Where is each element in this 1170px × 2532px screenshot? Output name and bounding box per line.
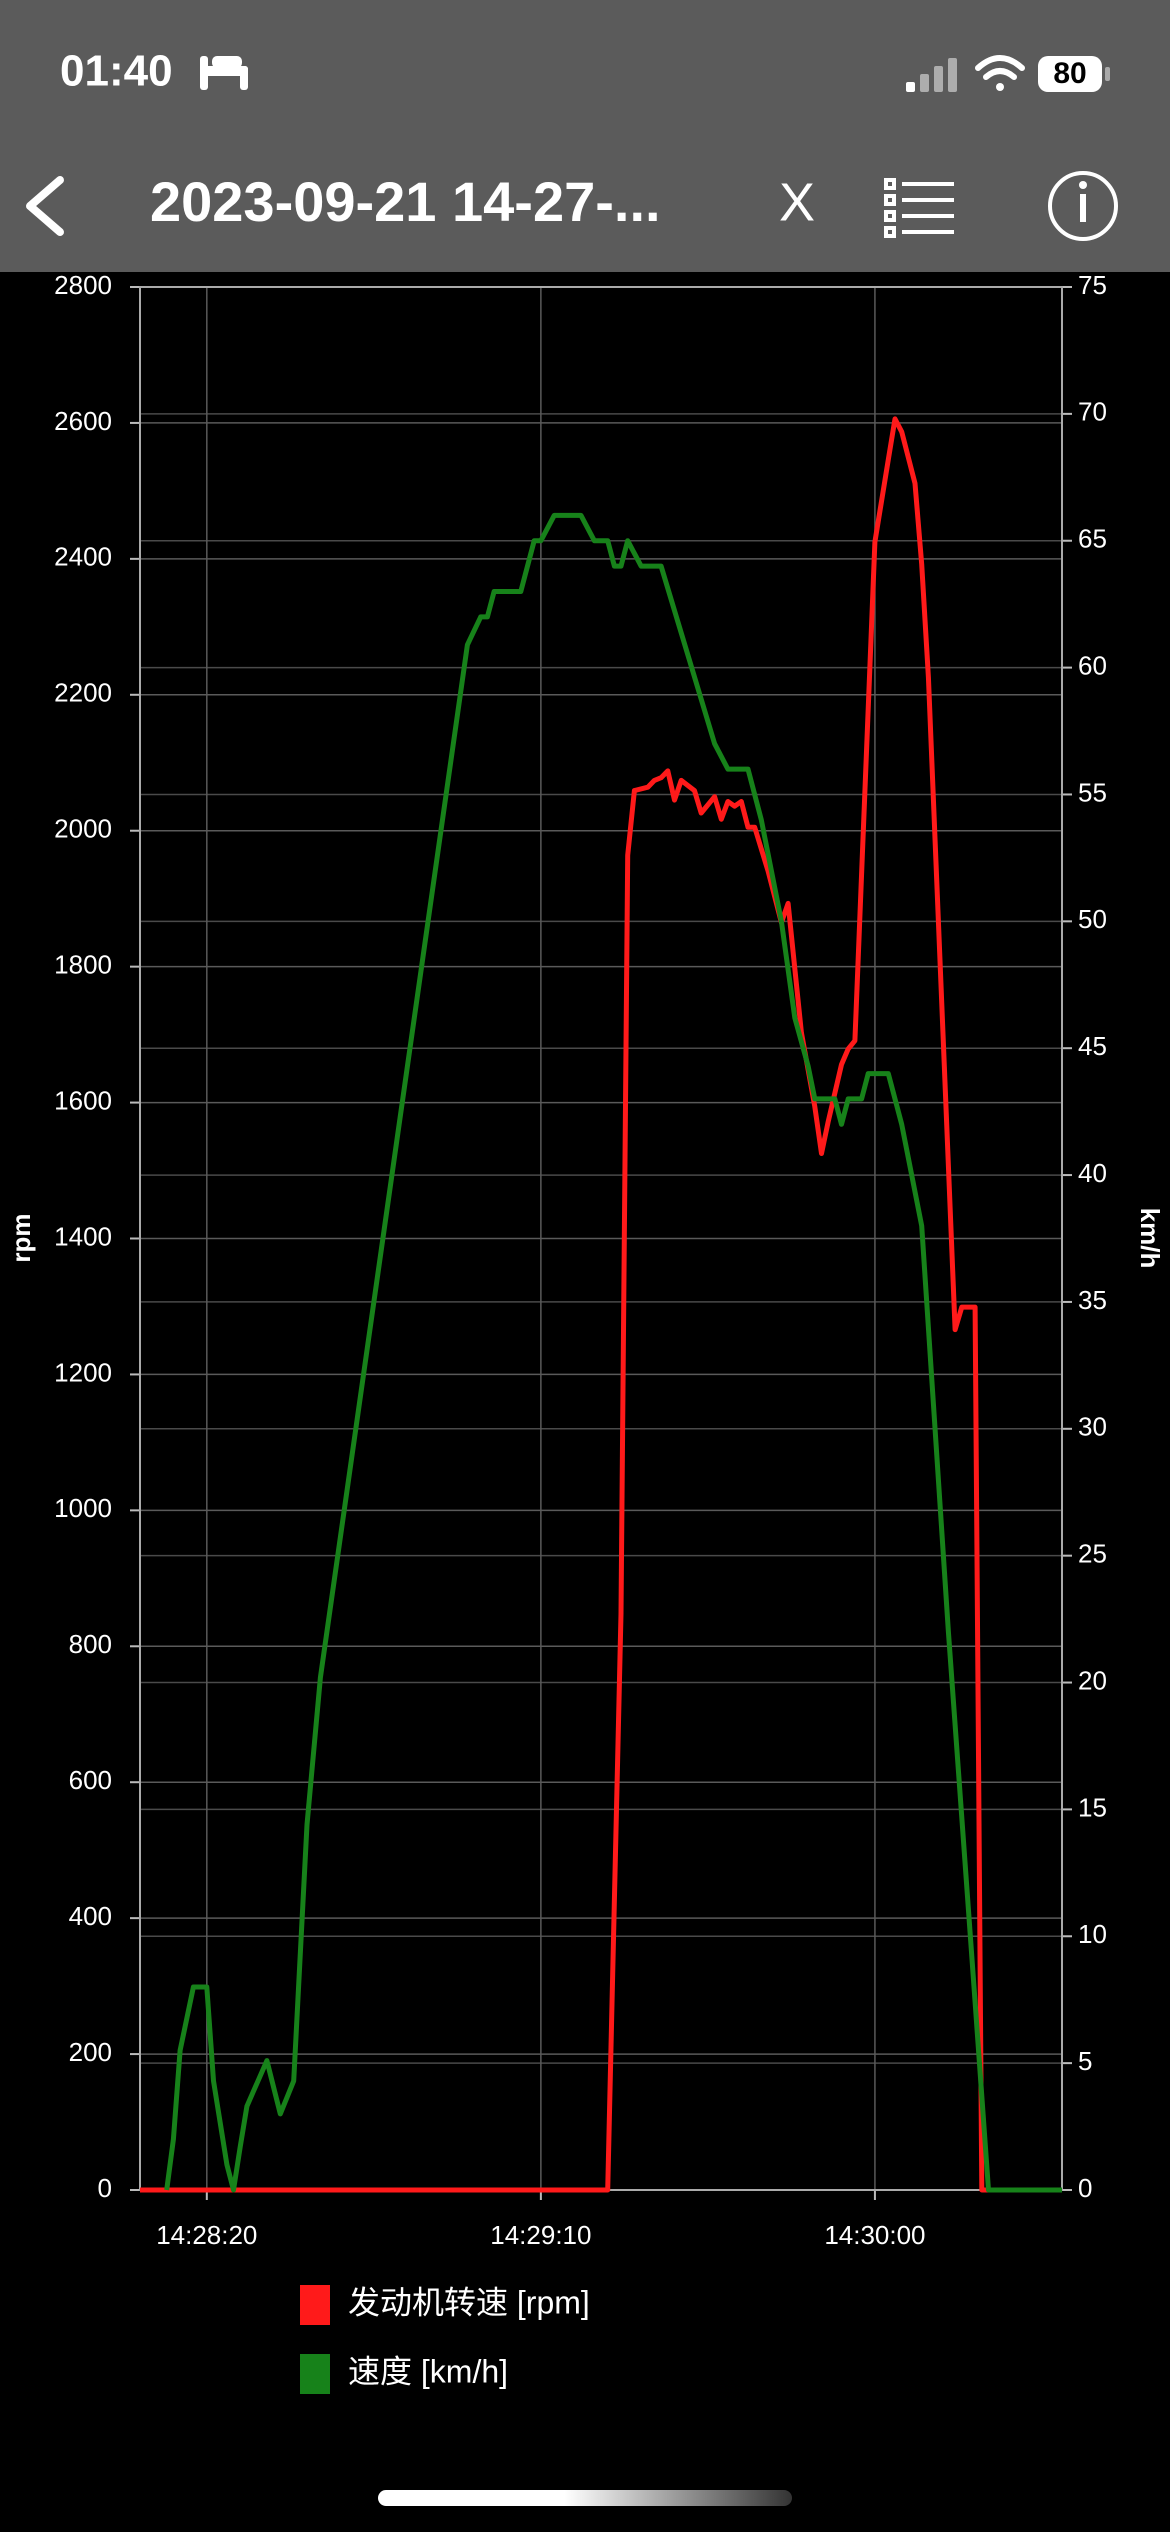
y-tick-label: 1800 [54, 950, 112, 980]
x-tick-label: 14:28:20 [156, 2220, 257, 2250]
status-time: 01:40 [60, 47, 173, 96]
sleep-icon [200, 56, 248, 90]
x-tick-label: 14:30:00 [824, 2220, 925, 2250]
y2-tick-label: 40 [1078, 1158, 1107, 1188]
y2-tick-label: 0 [1078, 2173, 1092, 2203]
y2-tick-label: 45 [1078, 1031, 1107, 1061]
x-tick-label: 14:29:10 [490, 2220, 591, 2250]
y2-tick-label: 10 [1078, 1919, 1107, 1949]
y2-tick-label: 75 [1078, 270, 1107, 300]
y2-tick-label: 65 [1078, 524, 1107, 554]
legend-label: 发动机转速 [rpm] [348, 2284, 590, 2320]
close-button[interactable]: X [779, 172, 815, 232]
y2-tick-label: 35 [1078, 1285, 1107, 1315]
y-tick-label: 1000 [54, 1493, 112, 1523]
wifi-icon [975, 55, 1025, 91]
y-tick-label: 2200 [54, 678, 112, 708]
y-tick-label: 0 [98, 2173, 112, 2203]
y2-tick-label: 70 [1078, 397, 1107, 427]
y2-tick-label: 50 [1078, 904, 1107, 934]
y2-axis-label: km/h [1135, 1208, 1165, 1269]
header-background [0, 0, 1170, 272]
battery-icon [1038, 56, 1102, 92]
battery-level: 80 [1053, 57, 1086, 90]
y2-tick-label: 55 [1078, 777, 1107, 807]
y-tick-label: 2600 [54, 406, 112, 436]
y2-tick-label: 5 [1078, 2046, 1092, 2076]
y-axis-label: rpm [6, 1213, 36, 1262]
y2-tick-label: 15 [1078, 1792, 1107, 1822]
back-button[interactable] [26, 176, 64, 236]
legend-swatch [300, 2285, 330, 2325]
y2-tick-label: 25 [1078, 1539, 1107, 1569]
y-tick-label: 1400 [54, 1221, 112, 1251]
list-button[interactable] [884, 178, 954, 238]
signal-icon [906, 58, 957, 92]
y-tick-label: 200 [69, 2037, 112, 2067]
series-line [164, 512, 1062, 2193]
y-tick-label: 2800 [54, 270, 112, 300]
y-tick-label: 1600 [54, 1085, 112, 1115]
y2-tick-label: 20 [1078, 1665, 1107, 1695]
series-line [140, 416, 1062, 2193]
y-tick-label: 400 [69, 1901, 112, 1931]
legend-swatch [300, 2354, 330, 2394]
home-indicator [378, 2490, 792, 2506]
y-tick-label: 1200 [54, 1357, 112, 1387]
y2-tick-label: 60 [1078, 650, 1107, 680]
info-button[interactable] [1048, 171, 1118, 241]
y-tick-label: 600 [69, 1765, 112, 1795]
y-tick-label: 2400 [54, 542, 112, 572]
legend-label: 速度 [km/h] [348, 2353, 508, 2389]
battery-cap [1105, 67, 1110, 81]
y-tick-label: 800 [69, 1629, 112, 1659]
nav-title: 2023-09-21 14-27-... [150, 170, 661, 233]
y-tick-label: 2000 [54, 814, 112, 844]
y2-tick-label: 30 [1078, 1412, 1107, 1442]
